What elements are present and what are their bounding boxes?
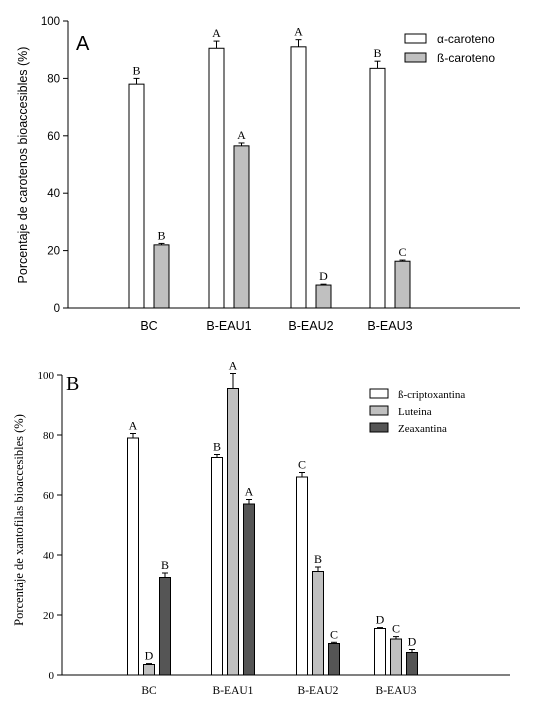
panel-b-y-axis-label: Porcentaje de xantofilas bioaccesibles (… xyxy=(12,414,26,626)
panel-b-significance-letter: C xyxy=(298,458,306,472)
panel-b-category-label: B-EAU1 xyxy=(213,685,254,697)
legend-swatch-alpha-caroteno xyxy=(404,33,427,44)
panel-a-chart: 020406080100BCBBB-EAU1AAB-EAU2ADB-EAU3BC… xyxy=(16,16,520,333)
panel-b-significance-letter: B xyxy=(314,552,322,566)
panel-b-marks: 020406080100BCADBB-EAU1BAAB-EAU2CBCB-EAU… xyxy=(38,359,510,697)
panel-b-significance-letter: C xyxy=(330,627,338,641)
panel-b-bar xyxy=(243,503,255,676)
panel-b-significance-letter: C xyxy=(392,622,400,636)
panel-a-significance-letter: A xyxy=(237,128,246,142)
panel-a-bar xyxy=(315,284,332,309)
panel-a-bar xyxy=(369,67,386,309)
panel-b-bar xyxy=(143,664,155,676)
panel-b-y-tick-label: 40 xyxy=(43,550,55,562)
panel-a-category-label: B-EAU2 xyxy=(288,319,333,333)
panel-b-significance-letter: D xyxy=(145,649,154,663)
panel-b-significance-letter: B xyxy=(213,440,221,454)
panel-b-category-label: B-EAU2 xyxy=(298,685,339,697)
legend-swatch-beta-caroteno xyxy=(404,52,427,63)
panel-a-y-tick-label: 0 xyxy=(54,303,60,315)
panel-a-significance-letter: D xyxy=(319,269,328,283)
panel-a-y-tick-label: 60 xyxy=(47,131,60,143)
panel-a-y-tick-label: 80 xyxy=(47,73,60,85)
panel-b-category-label: BC xyxy=(141,685,157,697)
panel-b-chart: 020406080100BCADBB-EAU1BAAB-EAU2CBCB-EAU… xyxy=(12,359,510,697)
panel-b-significance-letter: B xyxy=(161,558,169,572)
legend-swatch-zeaxantina xyxy=(369,422,389,433)
panel-a-y-tick-label: 20 xyxy=(47,246,60,258)
panel-b-bar xyxy=(211,457,223,676)
panel-b-y-tick-label: 0 xyxy=(49,670,55,682)
panel-a-bar xyxy=(394,260,411,309)
panel-b-bar xyxy=(328,643,340,676)
panel-b-bar xyxy=(406,652,418,676)
legend-label-beta-criptoxantina: ß-criptoxantina xyxy=(398,389,465,401)
panel-a-bar xyxy=(208,47,225,309)
panel-b-bar xyxy=(127,437,139,676)
panel-a-bar xyxy=(233,145,250,309)
panel-a-category-label: B-EAU1 xyxy=(206,319,251,333)
panel-b-bar xyxy=(296,476,308,676)
panel-a-y-tick-label: 100 xyxy=(41,16,60,28)
panel-a-significance-letter: A xyxy=(294,25,303,39)
panel-a-y-axis-label: Porcentaje de carotenos bioaccesibles (%… xyxy=(16,47,30,284)
panel-b-label: B xyxy=(66,373,79,395)
panel-a-significance-letter: B xyxy=(157,228,165,242)
panel-a-bar xyxy=(290,46,307,309)
panel-a-category-label: BC xyxy=(140,319,157,333)
panel-a-legend: α-caroteno ß-caroteno xyxy=(404,32,495,65)
panel-b-category-label: B-EAU3 xyxy=(376,685,417,697)
panel-b-significance-letter: A xyxy=(229,359,238,373)
panel-b-significance-letter: D xyxy=(408,635,417,649)
panel-b-significance-letter: A xyxy=(129,419,138,433)
panel-a-significance-letter: A xyxy=(212,26,221,40)
panel-a-significance-letter: B xyxy=(132,63,140,77)
legend-label-zeaxantina: Zeaxantina xyxy=(398,423,447,435)
panel-b-significance-letter: A xyxy=(245,485,254,499)
panel-a-label: A xyxy=(76,33,90,55)
legend-label-beta-caroteno: ß-caroteno xyxy=(437,51,495,65)
panel-b-bar xyxy=(390,638,402,676)
panel-a-significance-letter: B xyxy=(373,46,381,60)
panel-b-legend: ß-criptoxantina Luteina Zeaxantina xyxy=(369,388,465,435)
panel-a-significance-letter: C xyxy=(398,245,406,259)
panel-b-bar xyxy=(227,388,239,676)
panel-a-bar xyxy=(128,83,145,309)
panel-b-significance-letter: D xyxy=(376,613,385,627)
legend-swatch-beta-criptoxantina xyxy=(369,388,389,399)
panel-b-y-tick-label: 20 xyxy=(43,610,55,622)
legend-label-alpha-caroteno: α-caroteno xyxy=(437,32,495,46)
panel-b-y-tick-label: 60 xyxy=(43,490,55,502)
legend-label-luteina: Luteina xyxy=(398,406,432,418)
panel-b-bar xyxy=(374,628,386,676)
panel-a-category-label: B-EAU3 xyxy=(367,319,412,333)
panel-b-bar xyxy=(159,577,171,676)
panel-b-bar xyxy=(312,571,324,676)
panel-b-y-tick-label: 100 xyxy=(38,370,55,382)
panel-b-y-tick-label: 80 xyxy=(43,430,55,442)
panel-a-bar xyxy=(153,244,170,309)
legend-swatch-luteina xyxy=(369,405,389,416)
panel-a-y-tick-label: 40 xyxy=(47,188,60,200)
